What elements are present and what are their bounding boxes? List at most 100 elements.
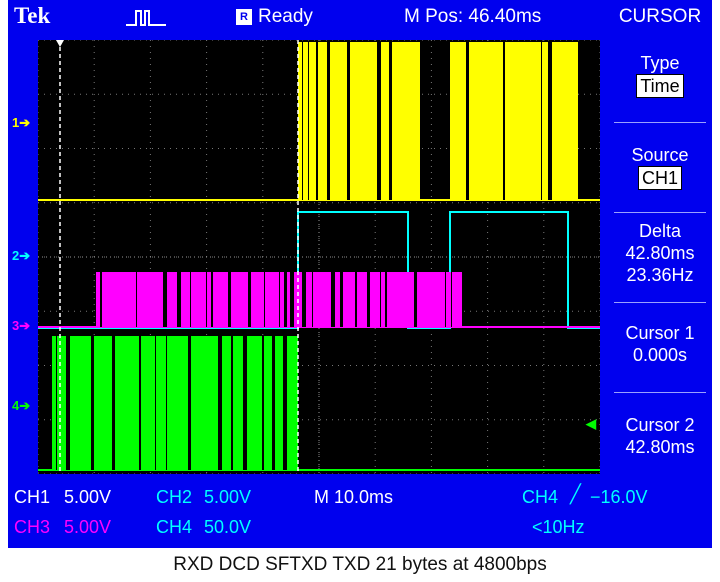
ch4-bit-gap — [56, 336, 57, 470]
trigger-waveform-icon — [126, 6, 166, 34]
cursor2-menu-button[interactable]: Cursor 2 42.80ms — [608, 414, 712, 458]
ch1-burst — [298, 42, 420, 200]
ch3-scale-value: 5.00V — [64, 517, 112, 537]
figure-caption: RXD DCD SFTXD TXD 21 bytes at 4800bps — [173, 554, 547, 575]
ch3-bit-gap — [264, 272, 265, 327]
timebase-value: M 10.0ms — [314, 487, 394, 507]
ch4-waveform — [38, 336, 600, 471]
menu-divider — [614, 302, 706, 303]
ch1-bit-gap — [302, 42, 303, 200]
ch3-bit-gap — [206, 272, 207, 327]
ch3-bit-gap — [228, 272, 231, 327]
ch3-bit-gap — [340, 272, 343, 327]
ch3-bit-gap — [445, 272, 446, 327]
ch1-bit-gap — [327, 42, 330, 200]
ch1-bit-gap — [541, 42, 542, 200]
time-cursors[interactable] — [59, 40, 299, 474]
ch1-bit-gap — [316, 42, 318, 200]
ch3-bit-gap — [190, 272, 191, 327]
ch4-bit-gap — [243, 336, 247, 470]
ch1-waveform — [38, 42, 600, 201]
ch3-bit-gap — [284, 272, 287, 327]
trigger-source: CH4 — [522, 487, 559, 507]
delta-time: 42.80ms — [625, 243, 695, 263]
ch4-bit-gap — [283, 336, 287, 470]
ch1-ground-marker[interactable]: 1➔ — [12, 115, 31, 130]
ch4-bit-gap — [231, 336, 233, 470]
ch3-bit-gap — [385, 272, 387, 327]
ch1-bit-gap — [389, 42, 392, 200]
cursor1-menu-button[interactable]: Cursor 1 0.000s — [608, 322, 712, 366]
ch4-bit-gap — [166, 336, 167, 470]
ch1-bit-gap — [377, 42, 381, 200]
ch3-bit-gap — [451, 272, 452, 327]
ch4-bit-gap — [218, 336, 222, 470]
ch1-bit-gap — [548, 42, 552, 200]
ch4-bit-gap — [66, 336, 70, 470]
ch4-scale-value: 50.0V — [204, 517, 252, 537]
ch3-bit-gap — [211, 272, 213, 327]
ch4-scale-label: CH4 — [156, 517, 193, 537]
ch3-bit-gap — [100, 272, 102, 327]
cursor-side-menu: CURSOR Type Time Source CH1 Delta 42.80m… — [608, 0, 712, 548]
ch3-bit-gap — [355, 272, 357, 327]
ch4-bit-gap — [112, 336, 115, 470]
ch3-bit-gap — [312, 272, 313, 327]
delta-readout: Delta 42.80ms 23.36Hz — [608, 220, 712, 286]
ch4-bit-gap — [188, 336, 191, 470]
ch1-bit-gap — [347, 42, 350, 200]
trigger-slope-icon: ╱ — [570, 484, 581, 504]
ch3-bit-gap — [414, 272, 417, 327]
ch4-bit-gap — [91, 336, 94, 470]
ch1-bit-gap — [308, 42, 309, 200]
menu-divider — [614, 212, 706, 213]
ch1-burst — [450, 42, 578, 200]
horizontal-position: M Pos: 46.40ms — [404, 6, 542, 27]
ch3-bit-gap — [367, 272, 370, 327]
source-menu-button[interactable]: Source CH1 — [608, 144, 712, 190]
ch3-ground-marker[interactable]: 3➔ — [12, 318, 31, 333]
trigger-level-marker[interactable]: ◀ — [586, 416, 596, 431]
brand-logo: Tek — [14, 3, 51, 28]
acquisition-status: Ready — [258, 6, 313, 27]
ch3-bit-gap — [163, 272, 167, 327]
ch3-bit-gap — [136, 272, 137, 327]
ch4-burst — [52, 336, 298, 470]
ch2-scale-label: CH2 — [156, 487, 193, 507]
ch3-scale-label: CH3 — [14, 517, 51, 537]
ch1-bit-gap — [503, 42, 505, 200]
ch3-burst — [96, 272, 298, 327]
ch4-bit-gap — [139, 336, 141, 470]
menu-title: CURSOR — [618, 6, 702, 27]
ch4-ground-marker[interactable]: 4➔ — [12, 398, 31, 413]
ch2-ground-marker[interactable]: 2➔ — [12, 248, 31, 263]
top-status-bar: Tek R Ready M Pos: 46.40ms — [8, 0, 608, 34]
ch3-waveform — [38, 272, 600, 328]
ch1-scale-label: CH1 — [14, 487, 51, 507]
ch1-bit-gap — [466, 42, 469, 200]
ch4-bit-gap — [272, 336, 275, 470]
ch4-bit-gap — [155, 336, 156, 470]
type-value: Time — [636, 74, 684, 98]
cursor2-value: 42.80ms — [625, 437, 695, 457]
ch3-bit-gap — [177, 272, 181, 327]
ch4-bit-gap — [262, 336, 264, 470]
ch3-bit-gap — [279, 272, 280, 327]
type-label: Type — [640, 53, 680, 73]
ch2-scale-value: 5.00V — [204, 487, 252, 507]
ch3-bit-gap — [331, 272, 335, 327]
trigger-level: −16.0V — [590, 487, 648, 507]
ch3-bit-gap — [380, 272, 381, 327]
source-value: CH1 — [637, 166, 682, 190]
menu-divider — [614, 392, 706, 393]
type-menu-button[interactable]: Type Time — [608, 52, 712, 98]
trigger-position-icon — [56, 40, 64, 47]
source-label: Source — [631, 145, 689, 165]
ch3-bit-gap — [248, 272, 251, 327]
oscilloscope-screen: Tek R Ready M Pos: 46.40ms 1➔ 2➔ 3➔ 4➔ ◀… — [8, 0, 712, 548]
ch1-scale-value: 5.00V — [64, 487, 112, 507]
cursor2-label: Cursor 2 — [625, 415, 695, 435]
run-state-icon: R — [236, 9, 252, 25]
trigger-frequency: <10Hz — [532, 517, 585, 537]
waveform-display — [38, 40, 600, 474]
